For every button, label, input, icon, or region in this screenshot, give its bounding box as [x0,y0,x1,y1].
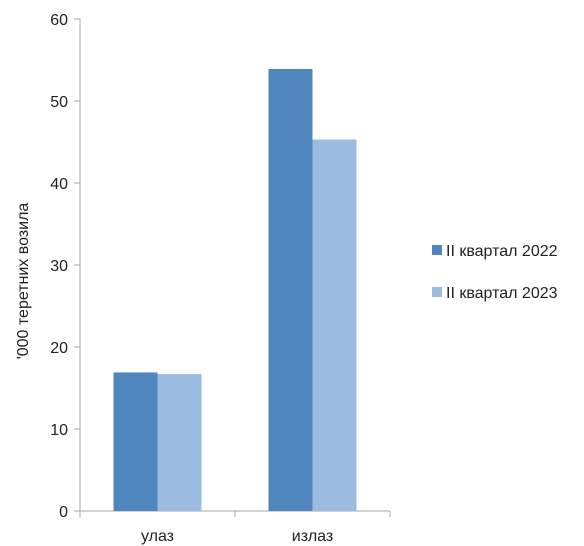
bar-2-2 [312,139,357,512]
bar-1-1 [113,372,158,511]
legend: II квартал 2022 II квартал 2023 [432,243,558,302]
x-axis-labels: улаз излаз [141,528,333,545]
bars [113,69,357,512]
y-tick-label: 10 [50,422,68,439]
x-category-label: улаз [141,528,174,545]
y-axis-ticks: 0 10 20 30 40 50 60 [50,12,391,521]
y-tick-label: 40 [50,176,68,193]
bar-2-1 [157,374,202,511]
legend-label: II квартал 2022 [446,243,558,260]
y-tick-label: 60 [50,12,68,29]
legend-swatch [432,287,442,297]
x-category-label: излаз [292,528,333,545]
y-tick-label: 30 [50,258,68,275]
bar-1-2 [268,69,313,512]
legend-swatch [432,245,442,255]
legend-label: II квартал 2023 [446,285,558,302]
y-axis-title: '000 теретних возила [15,203,32,360]
y-tick-label: 0 [59,504,68,521]
y-tick-label: 50 [50,94,68,111]
y-tick-label: 20 [50,340,68,357]
